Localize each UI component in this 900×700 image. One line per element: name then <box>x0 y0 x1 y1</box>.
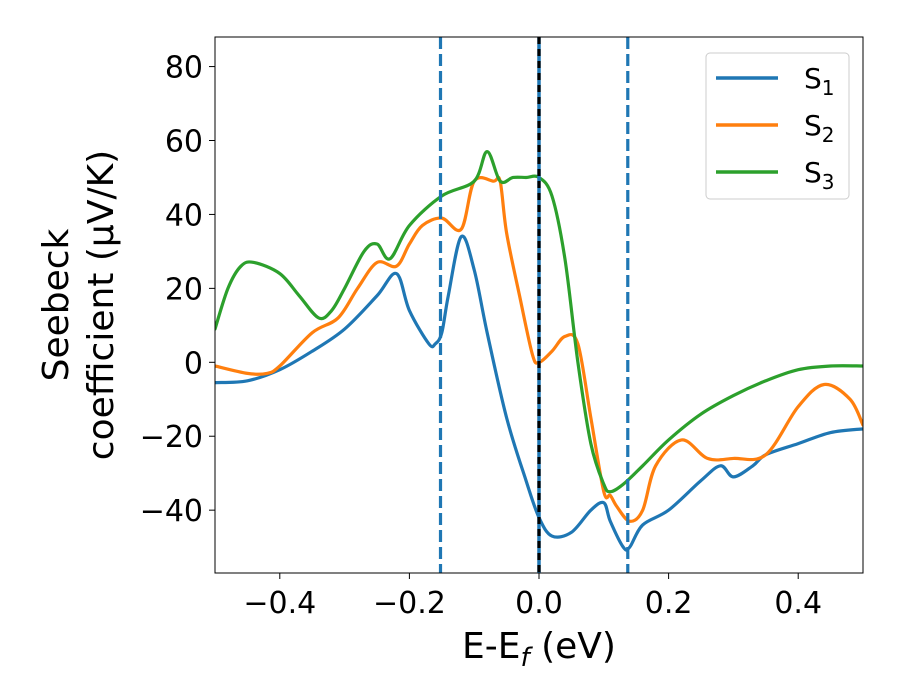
y-axis-label-line2: coefficient (μV/K) <box>81 150 122 460</box>
x-tick-label: −0.4 <box>243 586 316 621</box>
y-tick-label: 0 <box>184 346 203 381</box>
y-tick-label: −20 <box>140 420 203 455</box>
legend-label-1: S1 <box>804 62 835 100</box>
y-tick-label: 80 <box>165 51 203 86</box>
legend-label-3: S3 <box>804 156 835 194</box>
x-axis-label: E-Ef (eV) <box>462 626 616 673</box>
y-axis-label: Seebeck coefficient (μV/K) <box>36 150 122 460</box>
legend: S1 S2 S3 <box>705 52 850 200</box>
x-tick-label: 0.2 <box>645 586 693 621</box>
x-axis-label-main: E-E <box>462 626 520 667</box>
y-axis-label-line1: Seebeck <box>36 228 77 381</box>
series-line-3 <box>215 149 863 494</box>
reference-lines <box>438 37 630 573</box>
y-tick-label: 40 <box>165 198 203 233</box>
x-tick-label: 0.0 <box>515 586 563 621</box>
axis-ticks: −0.4 −0.2 0.0 0.2 0.4 −40 −20 0 20 40 60 80 <box>140 51 822 621</box>
y-tick-label: 60 <box>165 125 203 160</box>
series-line-2 <box>215 175 863 523</box>
y-tick-label: 20 <box>165 272 203 307</box>
x-tick-label: −0.2 <box>373 586 446 621</box>
legend-label-2: S2 <box>804 109 835 147</box>
y-tick-label: −40 <box>140 494 203 529</box>
x-tick-label: 0.4 <box>774 586 822 621</box>
x-axis-label-units: (eV) <box>530 626 616 667</box>
